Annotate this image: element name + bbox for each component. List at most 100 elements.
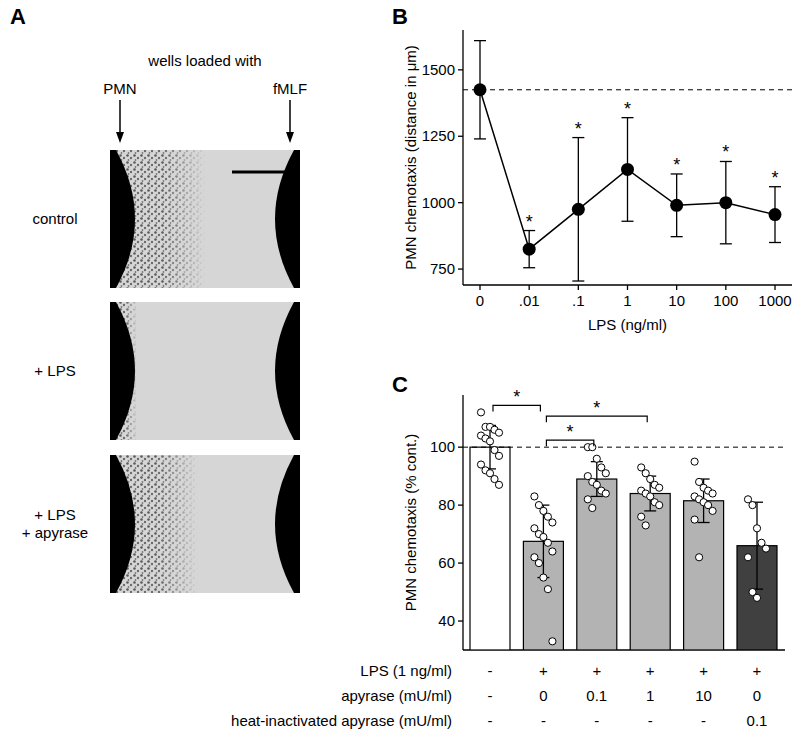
data-point — [656, 502, 663, 509]
data-point — [709, 490, 716, 497]
x-tick-label: 1000 — [758, 292, 791, 309]
data-point — [749, 502, 756, 509]
condition-value: + — [646, 662, 655, 679]
condition-value: 0 — [753, 687, 761, 704]
micrograph — [110, 150, 300, 288]
point — [572, 203, 585, 216]
y-tick — [458, 268, 463, 269]
y-tick-label: 1250 — [422, 127, 455, 144]
well — [275, 455, 300, 593]
error-bar — [572, 138, 584, 281]
condition-value: 0.1 — [747, 712, 768, 729]
scale-bar — [232, 171, 288, 174]
panel-letter: B — [392, 4, 408, 29]
error-bar — [523, 231, 535, 268]
y-tick — [458, 620, 463, 621]
cells-fade — [162, 150, 206, 288]
point — [769, 208, 782, 221]
condition-value: - — [594, 712, 599, 729]
error-cap — [523, 267, 535, 268]
condition-value: - — [488, 687, 493, 704]
x-tick-label: 0 — [476, 292, 484, 309]
well-label: fMLF — [273, 80, 307, 97]
data-point — [544, 539, 551, 546]
condition-label: LPS (1 ng/ml) — [360, 662, 452, 679]
row-label: + apyrase — [22, 524, 88, 541]
x-tick — [529, 285, 530, 290]
significance-label: * — [513, 387, 520, 407]
y-tick — [458, 447, 463, 448]
data-point — [753, 594, 760, 601]
significance-label: * — [722, 142, 729, 162]
data-point — [709, 507, 716, 514]
data-point — [696, 554, 703, 561]
data-point — [593, 455, 600, 462]
y-tick-label: 100 — [430, 438, 455, 455]
y-tick-label: 60 — [438, 554, 455, 571]
reference-line — [463, 447, 785, 448]
condition-value: 1 — [646, 687, 654, 704]
x-tick — [725, 285, 726, 290]
condition-value: - — [488, 662, 493, 679]
data-point — [531, 493, 538, 500]
data-point — [544, 586, 551, 593]
y-axis — [462, 395, 463, 650]
data-point — [486, 438, 493, 445]
data-point — [589, 444, 596, 451]
error-cap — [572, 280, 584, 281]
condition-value: - — [701, 712, 706, 729]
significance-label: * — [624, 99, 631, 119]
plot-area — [463, 41, 792, 281]
condition-value: - — [541, 712, 546, 729]
data-point — [549, 548, 556, 555]
arrow-head — [286, 132, 294, 143]
y-tick-label: 1500 — [422, 61, 455, 78]
data-point — [549, 638, 556, 645]
error-cap — [644, 510, 656, 511]
y-axis-label: PMN chemotaxis (distance in μm) — [402, 45, 419, 270]
point — [670, 199, 683, 212]
y-tick — [458, 562, 463, 563]
error-cap — [720, 243, 732, 244]
image-background — [110, 455, 300, 593]
row-label: + LPS — [34, 362, 75, 379]
error-stem — [756, 502, 757, 589]
point — [474, 83, 487, 96]
arrow — [289, 100, 291, 136]
condition-value: + — [699, 662, 708, 679]
data-point — [744, 554, 751, 561]
plot-area — [463, 409, 785, 650]
panel-letter: A — [10, 4, 26, 29]
data-point — [589, 504, 596, 511]
condition-value: - — [488, 712, 493, 729]
y-tick-label: 750 — [430, 260, 455, 277]
error-cap — [622, 221, 634, 222]
y-axis — [462, 30, 463, 285]
line — [480, 90, 775, 249]
error-bar — [769, 187, 781, 243]
reference-line — [463, 89, 792, 90]
micrograph — [110, 302, 300, 440]
y-tick — [458, 202, 463, 203]
x-tick-label: 1 — [623, 292, 631, 309]
data-point — [691, 458, 698, 465]
y-tick — [458, 136, 463, 137]
image-background — [110, 302, 300, 440]
x-tick — [774, 285, 775, 290]
significance-label: * — [593, 398, 600, 418]
well-label: PMN — [103, 80, 136, 97]
x-tick — [479, 285, 480, 290]
data-point — [495, 481, 502, 488]
bar — [470, 447, 510, 650]
y-tick-label: 80 — [438, 496, 455, 513]
data-point — [642, 522, 649, 529]
condition-value: + — [753, 662, 762, 679]
data-point — [656, 484, 663, 491]
error-cap — [474, 40, 486, 41]
cells — [110, 150, 205, 288]
data-point — [495, 452, 502, 459]
point — [719, 196, 732, 209]
significance-label: * — [575, 119, 582, 139]
x-tick-label: 100 — [713, 292, 738, 309]
y-tick — [458, 504, 463, 505]
